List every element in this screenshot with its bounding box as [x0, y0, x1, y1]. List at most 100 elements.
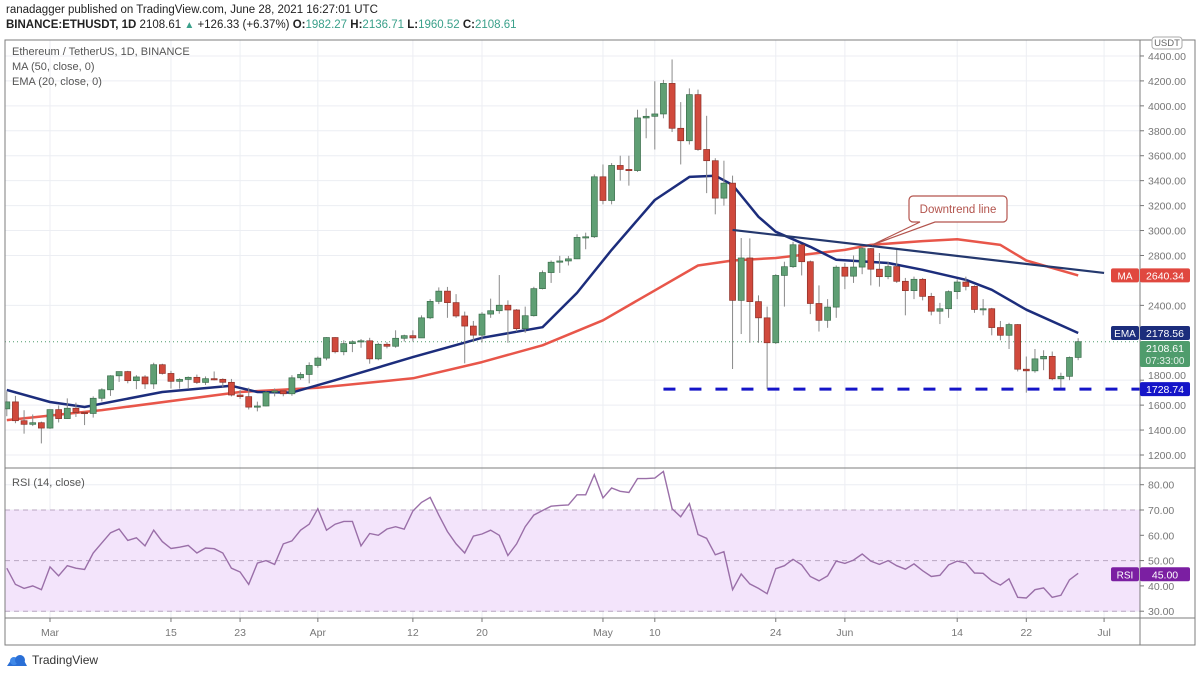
candle[interactable] [262, 391, 270, 407]
candle[interactable] [686, 88, 693, 145]
candle[interactable] [521, 306, 529, 333]
candle[interactable] [953, 279, 961, 300]
candle[interactable] [737, 238, 745, 335]
candle[interactable] [279, 390, 287, 397]
candle[interactable] [1048, 351, 1056, 381]
candle[interactable] [107, 375, 114, 396]
candle[interactable] [55, 405, 62, 423]
candle[interactable] [582, 232, 590, 250]
candle[interactable] [331, 337, 339, 354]
candle[interactable] [642, 108, 650, 139]
candle[interactable] [530, 286, 538, 317]
candle[interactable] [789, 241, 797, 268]
candle[interactable] [573, 234, 581, 260]
candle[interactable] [677, 102, 685, 165]
candle[interactable] [832, 265, 840, 318]
tradingview-logo[interactable]: TradingView [6, 653, 98, 667]
candle[interactable] [357, 339, 365, 348]
candle[interactable] [435, 287, 443, 305]
candle[interactable] [228, 378, 235, 397]
candle[interactable] [314, 356, 322, 368]
candle[interactable] [599, 164, 607, 205]
candle[interactable] [46, 409, 54, 429]
candle[interactable] [1005, 322, 1013, 350]
candle[interactable] [167, 370, 175, 389]
candle[interactable] [815, 285, 823, 332]
candle[interactable] [1014, 324, 1022, 372]
candle[interactable] [478, 312, 486, 343]
candle[interactable] [1040, 350, 1047, 371]
candle[interactable] [590, 174, 598, 239]
candle[interactable] [297, 372, 304, 380]
candle[interactable] [746, 238, 754, 343]
candle[interactable] [366, 337, 374, 364]
candle[interactable] [426, 299, 434, 320]
candle[interactable] [81, 411, 88, 426]
candle[interactable] [910, 276, 918, 300]
candle[interactable] [4, 391, 11, 417]
candle[interactable] [141, 375, 149, 389]
candle[interactable] [513, 309, 520, 332]
downtrend-callout[interactable]: Downtrend line [871, 195, 1008, 246]
candle[interactable] [971, 285, 978, 313]
candle[interactable] [193, 374, 201, 384]
candle[interactable] [556, 255, 564, 273]
candle[interactable] [98, 388, 106, 402]
candle[interactable] [1031, 349, 1039, 373]
candle[interactable] [150, 362, 158, 389]
candle[interactable] [634, 109, 641, 172]
candle[interactable] [158, 363, 166, 375]
candle[interactable] [824, 299, 831, 328]
candle[interactable] [444, 286, 451, 318]
candle[interactable] [729, 175, 736, 369]
candle[interactable] [945, 290, 952, 318]
candle[interactable] [1022, 356, 1030, 393]
candle[interactable] [504, 300, 512, 343]
candle[interactable] [884, 261, 892, 280]
candle[interactable] [305, 362, 313, 384]
candle[interactable] [668, 59, 676, 133]
candle[interactable] [20, 410, 28, 434]
candle[interactable] [694, 89, 702, 151]
candle[interactable] [703, 115, 710, 194]
candle[interactable] [254, 401, 261, 412]
candle[interactable] [927, 292, 935, 316]
candle[interactable] [184, 376, 192, 389]
candle[interactable] [392, 330, 399, 348]
candle[interactable] [798, 244, 806, 276]
candle[interactable] [12, 395, 19, 424]
candle[interactable] [806, 260, 814, 315]
candle[interactable] [979, 299, 987, 316]
candle[interactable] [461, 311, 469, 364]
candle[interactable] [919, 277, 926, 301]
candle[interactable] [539, 270, 546, 290]
candle[interactable] [841, 262, 849, 290]
downtrend-line[interactable] [732, 228, 1105, 275]
candle[interactable] [962, 276, 970, 291]
candle[interactable] [323, 337, 330, 361]
candle[interactable] [625, 155, 633, 186]
candle[interactable] [236, 390, 244, 399]
candle[interactable] [349, 340, 356, 353]
candle[interactable] [418, 315, 425, 339]
candle[interactable] [893, 249, 901, 283]
candle[interactable] [63, 398, 71, 419]
candle[interactable] [1066, 356, 1073, 381]
candle[interactable] [763, 306, 771, 390]
candle[interactable] [1057, 372, 1065, 391]
candle[interactable] [219, 378, 227, 388]
candle[interactable] [38, 421, 45, 444]
candle[interactable] [781, 261, 788, 307]
candle[interactable] [772, 274, 780, 345]
candle[interactable] [651, 81, 659, 150]
candle[interactable] [124, 370, 132, 384]
candle[interactable] [245, 387, 253, 410]
candle[interactable] [1074, 338, 1082, 361]
candle[interactable] [115, 371, 123, 382]
candle[interactable] [89, 396, 97, 418]
candle[interactable] [850, 255, 857, 283]
candle[interactable] [936, 302, 944, 325]
candle[interactable] [711, 158, 719, 215]
candle[interactable] [755, 295, 762, 343]
